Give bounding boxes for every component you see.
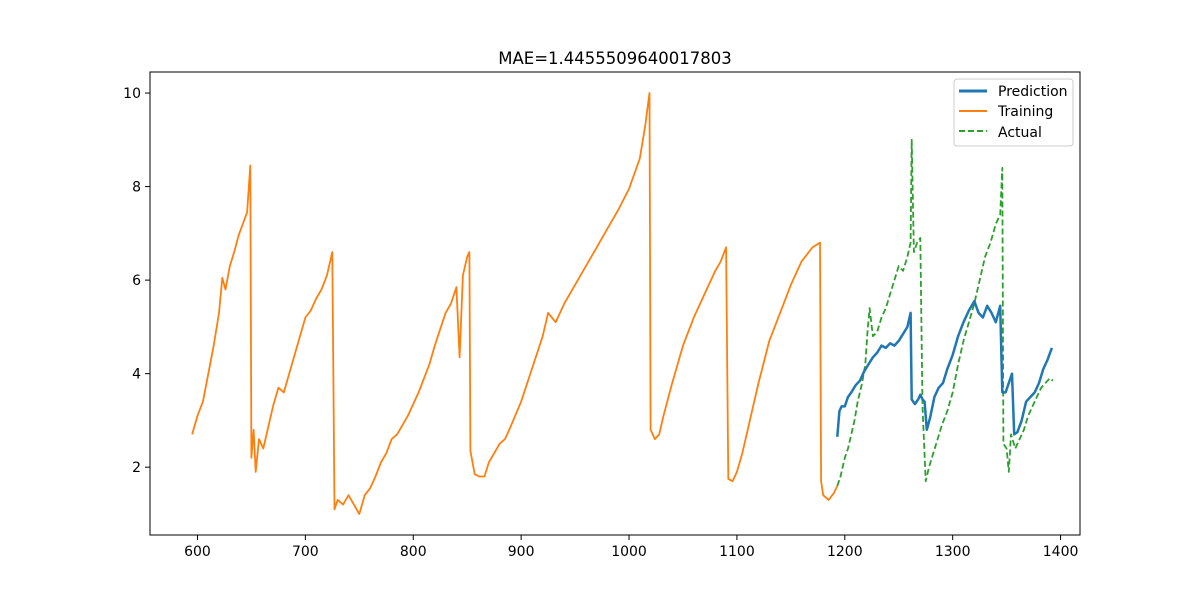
x-tick-label: 1400 (1043, 544, 1079, 560)
y-tick-label: 2 (132, 460, 141, 476)
x-tick-label: 1200 (827, 544, 863, 560)
x-tick-label: 1300 (935, 544, 971, 560)
legend-label-training: Training (997, 104, 1053, 120)
y-tick-label: 10 (123, 86, 141, 102)
legend-box (953, 78, 1074, 147)
x-tick-label: 1000 (611, 544, 647, 560)
plot-area-frame (149, 71, 1081, 536)
legend-label-prediction: Prediction (998, 84, 1068, 100)
x-tick-label: 900 (508, 544, 535, 560)
y-tick-label: 8 (132, 180, 141, 196)
y-axis: 2 4 6 8 10 (123, 86, 150, 476)
plot-series-group (191, 92, 1054, 515)
x-axis: 600 700 800 900 1000 1100 1200 1300 1400 (184, 535, 1078, 560)
legend: Prediction Training Actual (953, 78, 1074, 147)
x-tick-label: 1100 (719, 544, 755, 560)
chart-title: MAE=1.4455509640017803 (498, 49, 731, 68)
series-line-prediction (836, 299, 1054, 437)
series-line-actual (836, 138, 1054, 487)
series-line-training (191, 92, 839, 515)
y-tick-label: 4 (132, 367, 141, 383)
legend-label-actual: Actual (998, 125, 1042, 141)
x-tick-label: 800 (400, 544, 427, 560)
y-tick-label: 6 (132, 273, 141, 289)
x-tick-label: 600 (184, 544, 211, 560)
x-tick-label: 700 (292, 544, 319, 560)
